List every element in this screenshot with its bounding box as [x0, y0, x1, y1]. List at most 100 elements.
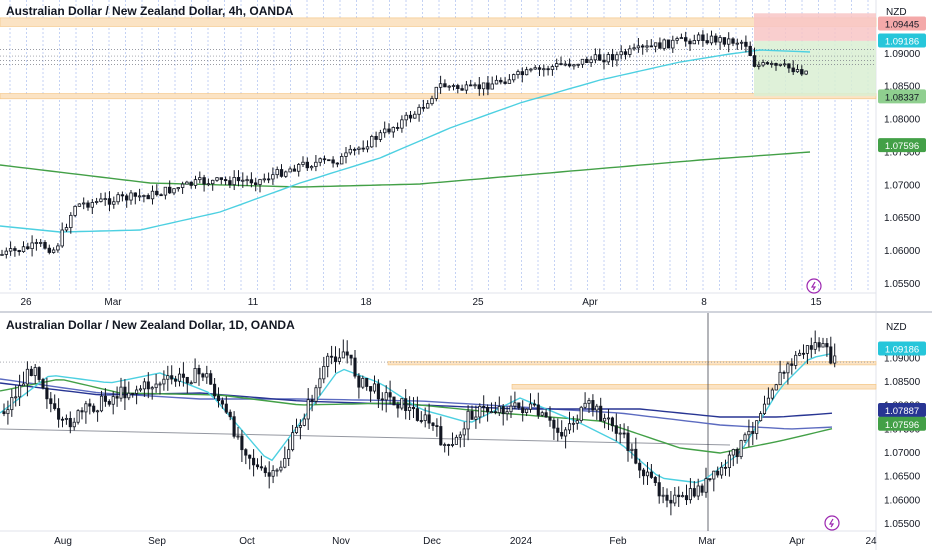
top-candle-body — [692, 40, 696, 45]
bottom-candle-body — [774, 384, 778, 391]
bottom-candle-body — [213, 383, 217, 397]
top-candle-body — [430, 98, 434, 105]
top-candle-body — [288, 168, 292, 173]
bottom-candle-body — [131, 392, 135, 395]
bottom-price-badge-text: 1.09186 — [885, 345, 919, 356]
bottom-candle-body — [833, 355, 837, 364]
bottom-candle-body — [361, 377, 365, 388]
bottom-chart-pane[interactable]: 1.090001.085001.080001.075001.070001.065… — [0, 313, 932, 550]
top-candle-body — [752, 55, 757, 67]
top-candle-body — [619, 51, 623, 56]
bottom-candle-body — [486, 406, 490, 413]
top-candle-body — [228, 180, 232, 186]
top-candle-body — [529, 68, 533, 71]
top-time-label: 25 — [472, 297, 484, 308]
top-candle-body — [322, 158, 327, 161]
top-candle-body — [507, 79, 512, 84]
bottom-candle-body — [392, 396, 396, 406]
top-candle-body — [421, 106, 426, 109]
bottom-time-label: Nov — [332, 536, 350, 547]
top-candle-body — [770, 63, 774, 65]
bottom-candle-body — [349, 354, 353, 359]
top-candle-body — [202, 177, 206, 185]
top-candle-body — [142, 195, 146, 197]
bottom-candle-body — [548, 416, 552, 421]
top-price-badge-text: 1.07596 — [885, 141, 919, 152]
bottom-candle-body — [610, 417, 614, 427]
top-candle-body — [271, 174, 275, 180]
bottom-candle-body — [232, 416, 236, 437]
top-candle-body — [241, 179, 245, 182]
top-candle-body — [365, 146, 370, 150]
bottom-time-label: Sep — [148, 536, 166, 547]
bottom-candle-body — [805, 345, 809, 354]
bottom-price-tick-label: 1.07000 — [884, 448, 921, 459]
top-time-label: 8 — [701, 297, 707, 308]
top-chart-pane[interactable]: 1.09000 1.08500 1.08000 1.07500 1.07000 1.065… — [0, 0, 932, 312]
bottom-candle-body — [712, 470, 716, 480]
top-candle-body — [425, 103, 430, 109]
bottom-candle-body — [60, 418, 65, 421]
bottom-ema-50-line — [0, 379, 833, 454]
top-candle-body — [408, 114, 413, 119]
top-candle-body — [512, 74, 516, 81]
bottom-candle-body — [411, 406, 416, 410]
top-chart-canvas[interactable]: 1.09000 1.08500 1.08000 1.07500 1.07000 1.065… — [0, 0, 932, 312]
top-candle-body — [292, 168, 297, 172]
top-candle-body — [112, 201, 116, 205]
top-candle-body — [258, 179, 262, 185]
bottom-candle-body — [6, 409, 10, 415]
top-candle-body — [610, 54, 615, 61]
top-candle-body — [795, 69, 800, 73]
top-candle-body — [404, 114, 408, 121]
top-candle-body — [490, 83, 494, 90]
top-candle-body — [210, 179, 215, 185]
bottom-candle-body — [384, 392, 388, 401]
bottom-candles — [2, 330, 837, 516]
top-candle-body — [602, 59, 606, 63]
bottom-candle-body — [821, 343, 825, 348]
bottom-candle-body — [614, 425, 618, 434]
bottom-candle-body — [618, 432, 622, 435]
bottom-candle-body — [739, 440, 743, 458]
top-candle-body — [232, 177, 236, 186]
bottom-time-label: 2024 — [510, 536, 533, 547]
top-candle-body — [133, 192, 137, 197]
top-candle-body — [675, 38, 679, 41]
top-candle-body — [451, 85, 456, 87]
bottom-candle-body — [115, 396, 119, 399]
bottom-time-label: Feb — [609, 536, 627, 547]
top-candle-body — [374, 136, 378, 140]
bottom-candle-body — [622, 432, 626, 435]
bottom-candle-body — [809, 345, 813, 350]
bottom-candle-body — [224, 403, 228, 413]
bottom-candle-body — [99, 395, 104, 412]
bottom-candle-body — [193, 368, 197, 384]
lightning-icon — [806, 278, 822, 294]
bottom-candle-body — [825, 343, 829, 348]
top-candle-body — [94, 201, 99, 203]
bottom-candle-body — [513, 402, 517, 407]
top-price-tick-label: 1.07500 — [884, 147, 921, 158]
bottom-candle-body — [37, 367, 41, 380]
top-candle-body — [653, 42, 658, 47]
pane-divider[interactable] — [0, 311, 932, 313]
bottom-candle-body — [376, 383, 380, 400]
bottom-candle-body — [579, 406, 583, 421]
bottom-candle-body — [517, 402, 521, 409]
bottom-candle-body — [341, 351, 345, 359]
top-price-tick-label: 1.06000 — [884, 246, 921, 257]
top-candle-body — [296, 164, 301, 172]
top-candle-body — [555, 63, 559, 67]
top-candle-body — [593, 54, 598, 61]
top-price-badge — [878, 33, 926, 48]
bottom-candle-body — [575, 420, 579, 424]
bottom-chart-canvas[interactable]: 1.090001.085001.080001.075001.070001.065… — [0, 313, 932, 550]
bottom-candle-body — [603, 417, 607, 422]
top-candle-body — [69, 214, 73, 228]
top-candle-body — [443, 83, 447, 88]
bottom-candle-body — [587, 400, 591, 404]
top-price-badge-text: 1.09445 — [885, 19, 919, 30]
bottom-candle-body — [766, 397, 770, 405]
bottom-candle-body — [532, 403, 536, 406]
